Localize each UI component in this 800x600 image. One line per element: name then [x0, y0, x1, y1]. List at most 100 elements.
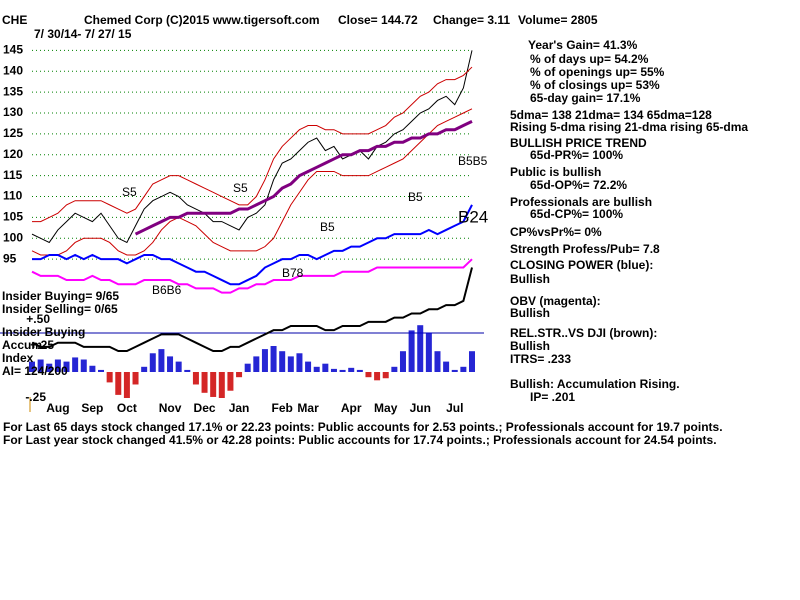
y2-tick-label: +.25: [30, 338, 54, 352]
x-tick-label: Jun: [410, 401, 431, 415]
accumulation-bar: [408, 330, 415, 372]
accumulation-bar: [253, 356, 260, 372]
side-panel-line: ITRS= .233: [510, 352, 571, 366]
accumulation-bar: [365, 372, 372, 378]
side-panel-line: OBV (magenta):: [510, 294, 601, 308]
signal-label: B78: [282, 266, 304, 280]
accumulation-bar: [305, 361, 312, 372]
y-tick-label: 100: [3, 230, 23, 244]
accumulation-bar: [201, 372, 208, 393]
y-tick-label: 110: [3, 189, 23, 203]
side-panel-line: % of closings up= 53%: [530, 78, 660, 92]
footer-line: For Last year stock changed 41.5% or 42.…: [3, 433, 717, 447]
accumulation-bar: [158, 349, 165, 372]
series-line: [31, 108, 473, 256]
y-tick-label: 95: [3, 251, 17, 265]
side-panel-line: Public is bullish: [510, 165, 601, 179]
side-panel-line: Bullish: [510, 306, 550, 320]
accumulation-bar: [175, 361, 182, 372]
accumulation-bar: [399, 351, 406, 372]
left-label: Insider Buying= 9/65: [2, 289, 119, 303]
left-label: Insider Buying: [2, 325, 85, 339]
series-line: [31, 267, 473, 353]
accumulation-bar: [132, 372, 139, 385]
side-panel-line: Bullish: [510, 272, 550, 286]
side-panel-line: Rising 5-dma rising 21-dma rising 65-dma: [510, 120, 748, 134]
accumulation-bar: [339, 369, 346, 372]
series-line: [32, 204, 473, 286]
signal-label: B5B5: [458, 154, 488, 168]
side-panel-line: IP= .201: [530, 390, 575, 404]
accumulation-bar: [37, 359, 44, 372]
accumulation-bar: [236, 372, 243, 378]
y-tick-label: 135: [3, 84, 23, 98]
x-tick-label: Nov: [159, 401, 182, 415]
accumulation-bar: [29, 361, 35, 372]
date-range: 7/ 30/14- 7/ 27/ 15: [34, 27, 132, 41]
side-panel-line: Bullish: [510, 339, 550, 353]
accumulation-bar: [184, 369, 191, 372]
accumulation-bar: [270, 346, 277, 372]
accumulation-bar: [287, 356, 294, 372]
accumulation-bar: [54, 359, 61, 372]
y-tick-label: 105: [3, 210, 23, 224]
company: Chemed Corp (C)2015 www.tigersoft.com: [84, 13, 320, 27]
accumulation-bar: [123, 372, 130, 398]
side-panel-line: CLOSING POWER (blue):: [510, 258, 653, 272]
accumulation-bar: [227, 372, 234, 391]
left-label: AI= 124/200: [2, 364, 68, 378]
x-tick-label: Dec: [194, 401, 216, 415]
signal-label: B5: [408, 190, 423, 204]
accumulation-bar: [63, 361, 70, 372]
side-panel-line: % of openings up= 55%: [530, 65, 665, 79]
side-panel-line: 65d-OP%= 72.2%: [530, 178, 627, 192]
x-tick-label: Oct: [117, 401, 137, 415]
series-line: [31, 258, 473, 294]
accumulation-bar: [469, 351, 475, 372]
close: Close= 144.72: [338, 13, 418, 27]
series-line: [134, 120, 473, 236]
accumulation-bar: [330, 368, 337, 372]
accumulation-bar: [434, 351, 441, 372]
accumulation-bar: [391, 366, 398, 372]
side-panel-line: BULLISH PRICE TREND: [510, 136, 647, 150]
accumulation-bar: [106, 372, 113, 383]
side-panel-line: Year's Gain= 41.3%: [528, 38, 638, 52]
x-tick-label: Aug: [46, 401, 69, 415]
x-tick-label: Jan: [229, 401, 250, 415]
left-label: Accum: [2, 338, 42, 352]
y2-tick-label: +.50: [26, 312, 50, 326]
change: Change= 3.11: [433, 13, 510, 27]
accumulation-bar: [356, 369, 363, 372]
side-panel-line: 65d-CP%= 100%: [530, 207, 623, 221]
y2-tick-label: -.25: [25, 390, 46, 404]
accumulation-bar: [313, 366, 320, 372]
side-panel-line: 65-day gain= 17.1%: [530, 91, 641, 105]
y-tick-label: 115: [3, 168, 23, 182]
accumulation-bar: [89, 365, 96, 372]
accumulation-bar: [382, 372, 389, 379]
x-tick-label: Feb: [272, 401, 293, 415]
accumulation-bar: [80, 359, 87, 372]
accumulation-bar: [417, 325, 424, 372]
left-label: Insider Selling= 0/65: [2, 302, 118, 316]
footer-line: For Last 65 days stock changed 17.1% or …: [3, 420, 723, 434]
accumulation-bar: [98, 369, 105, 372]
y-tick-label: 130: [3, 105, 23, 119]
side-panel-line: Professionals are bullish: [510, 195, 652, 209]
accumulation-bar: [218, 372, 225, 398]
accumulation-bar: [451, 369, 458, 372]
accumulation-bar: [425, 332, 432, 372]
x-tick-label: Apr: [341, 401, 362, 415]
y-tick-label: 145: [3, 43, 23, 57]
side-panel-line: REL.STR..VS DJI (brown):: [510, 326, 657, 340]
accumulation-bar: [443, 361, 450, 372]
volume: Volume= 2805: [518, 13, 598, 27]
accumulation-bar: [261, 349, 268, 372]
y-tick-label: 140: [3, 63, 23, 77]
accumulation-bar: [46, 363, 53, 372]
y-tick-label: 120: [3, 147, 23, 161]
accumulation-bar: [149, 353, 156, 372]
